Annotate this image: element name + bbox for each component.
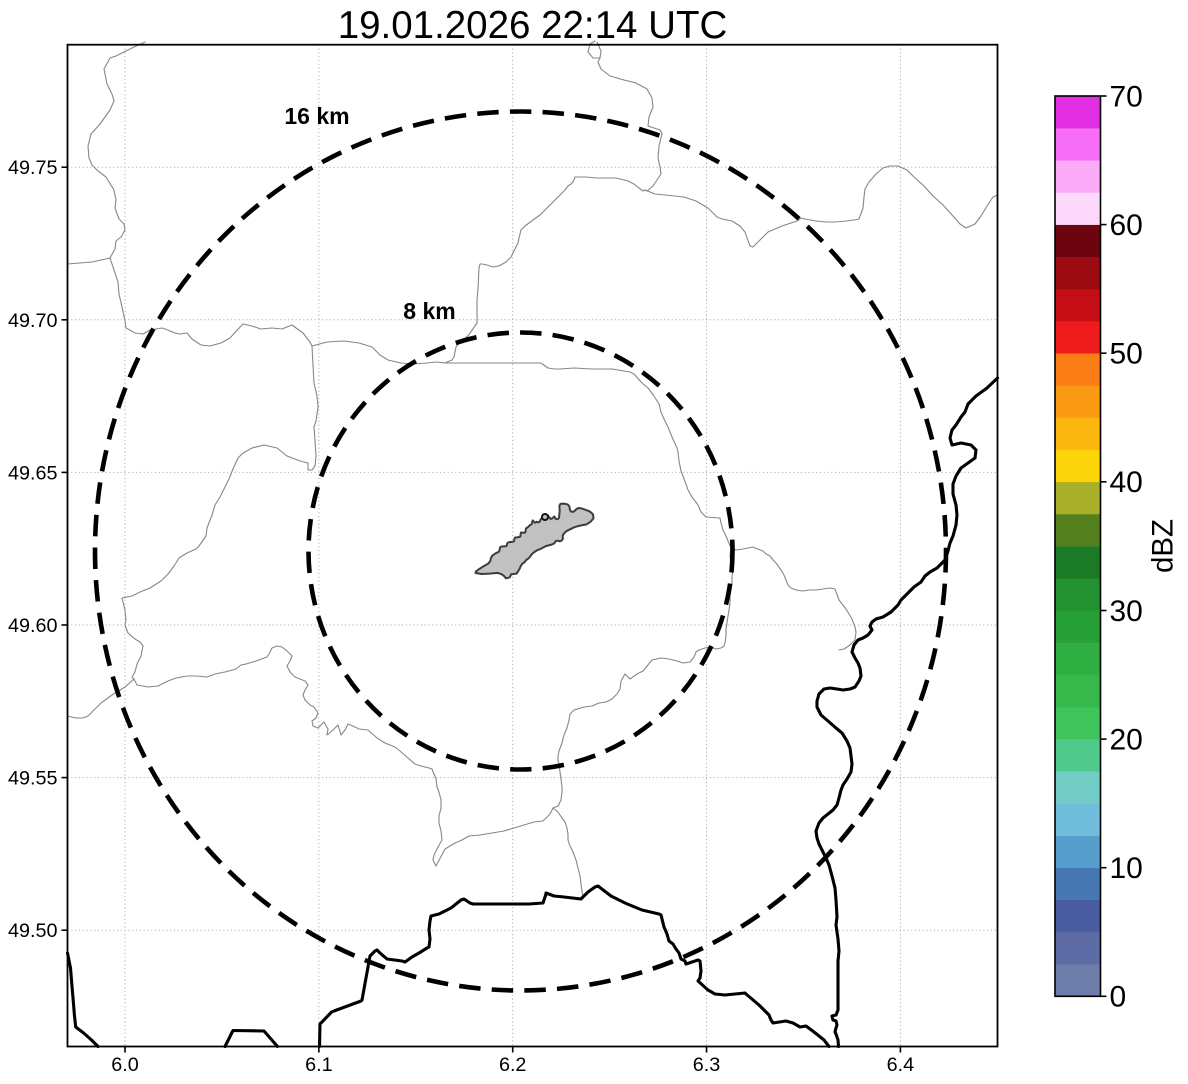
svg-text:dBZ: dBZ (1147, 519, 1180, 573)
svg-text:6.0: 6.0 (111, 1054, 139, 1076)
svg-text:8 km: 8 km (403, 298, 455, 324)
svg-text:20: 20 (1110, 724, 1143, 757)
svg-text:49.60: 49.60 (8, 615, 58, 637)
svg-text:49.70: 49.70 (8, 310, 58, 332)
svg-text:49.65: 49.65 (8, 462, 58, 484)
svg-text:70: 70 (1110, 80, 1143, 113)
svg-text:30: 30 (1110, 595, 1143, 628)
svg-text:49.55: 49.55 (8, 768, 58, 790)
svg-text:6.1: 6.1 (305, 1054, 333, 1076)
svg-text:6.2: 6.2 (499, 1054, 527, 1076)
svg-text:40: 40 (1110, 466, 1143, 499)
svg-text:50: 50 (1110, 338, 1143, 371)
svg-text:49.50: 49.50 (8, 920, 58, 942)
svg-text:6.4: 6.4 (887, 1054, 915, 1076)
svg-text:0: 0 (1110, 981, 1127, 1014)
svg-text:49.75: 49.75 (8, 157, 58, 179)
svg-text:19.01.2026 22:14 UTC: 19.01.2026 22:14 UTC (338, 4, 728, 47)
svg-text:16 km: 16 km (284, 103, 349, 129)
svg-text:60: 60 (1110, 209, 1143, 242)
svg-text:10: 10 (1110, 852, 1143, 885)
svg-text:6.3: 6.3 (693, 1054, 721, 1076)
